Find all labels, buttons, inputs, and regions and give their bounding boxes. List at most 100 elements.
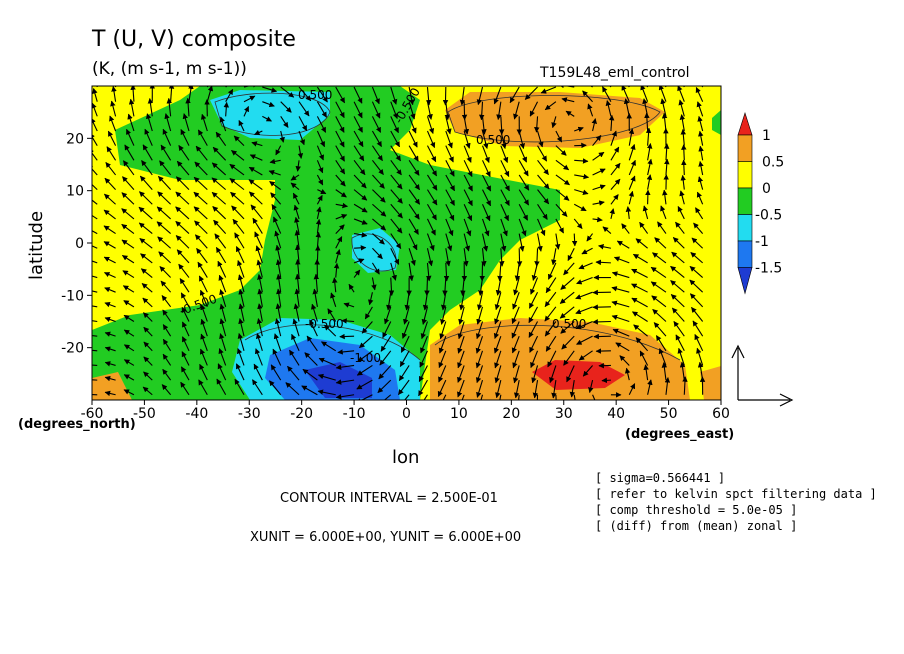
wind-vector: [175, 191, 190, 205]
wind-vector: [275, 244, 282, 264]
wind-vector: [293, 204, 300, 220]
wind-vector: [673, 321, 685, 337]
wind-vector: [408, 174, 420, 191]
wind-vector: [645, 127, 652, 146]
y-tick-label: 20: [66, 131, 84, 147]
wind-vector: [677, 347, 685, 366]
wind-vector: [197, 261, 208, 278]
wind-vector: [253, 363, 263, 381]
wind-vector: [175, 206, 190, 220]
wind-vector: [555, 145, 567, 156]
wind-vector: [679, 114, 686, 132]
wind-vector: [586, 233, 594, 242]
wind-vector: [652, 308, 667, 322]
wind-vector: [103, 272, 116, 279]
wind-vector: [238, 288, 245, 307]
wind-vector: [625, 206, 632, 219]
wind-vector: [188, 86, 194, 102]
wind-vector: [372, 203, 387, 217]
wind-vector: [664, 158, 670, 176]
wind-vector: [193, 191, 208, 205]
wind-vector: [463, 204, 473, 222]
wind-vector: [110, 100, 117, 117]
x-axis: -60 -50 -40 -30 -20 -10 0 10 20 30 40 50 60: [81, 400, 730, 422]
wind-vector: [92, 148, 98, 161]
wind-vector: [316, 145, 324, 161]
wind-vector: [537, 189, 550, 205]
wind-vector: [554, 233, 561, 250]
wind-vector: [143, 341, 153, 352]
wind-vector: [229, 163, 245, 176]
wind-vector: [123, 314, 135, 322]
wind-vector: [372, 189, 386, 203]
wind-vector: [399, 350, 410, 367]
wind-vector: [145, 113, 153, 132]
wind-vector: [364, 306, 373, 320]
wind-vector: [518, 160, 529, 177]
wind-vector: [426, 189, 438, 206]
wind-vector: [252, 217, 263, 234]
wind-vector: [540, 86, 557, 94]
wind-vector: [628, 128, 635, 146]
wind-vector: [168, 86, 175, 102]
wind-vector: [231, 150, 245, 161]
wind-vector: [537, 159, 549, 176]
reference-vector: [731, 344, 794, 407]
wind-vector: [438, 350, 447, 369]
wind-vector: [671, 251, 685, 264]
wind-vector: [92, 379, 98, 381]
wind-vector: [316, 86, 328, 103]
colorbar-top-triangle: [737, 112, 753, 136]
wind-vector: [697, 361, 704, 381]
wind-vector: [237, 274, 245, 293]
colorbar-label: -1.5: [755, 261, 782, 277]
wind-vector: [598, 244, 612, 250]
wind-vector: [662, 189, 668, 205]
wind-vector: [353, 269, 361, 278]
wind-vector: [390, 247, 400, 265]
wind-vector: [200, 333, 208, 351]
wind-vector: [418, 365, 428, 382]
wind-vector: [555, 218, 564, 234]
wind-vector: [103, 241, 116, 249]
wind-vector: [255, 348, 263, 366]
wind-vector: [238, 120, 245, 132]
wind-vector: [698, 160, 704, 176]
wind-vector: [537, 203, 548, 220]
wind-vector: [122, 160, 135, 176]
wind-vector: [611, 271, 630, 279]
wind-vector: [272, 348, 282, 366]
wind-vector: [225, 88, 234, 102]
wind-vector: [316, 206, 322, 220]
wind-vector: [193, 176, 208, 191]
wind-vector: [592, 168, 606, 176]
wind-vector: [353, 218, 368, 225]
x-unit-label: (degrees_east): [625, 427, 734, 442]
colorbar-swatch: [737, 187, 753, 215]
wind-vector: [254, 129, 263, 136]
wind-vector: [175, 176, 190, 191]
wind-vector: [555, 174, 570, 186]
wind-vector: [694, 334, 704, 352]
wind-vector: [121, 223, 135, 235]
wind-vector: [595, 259, 611, 266]
wind-vector: [496, 101, 502, 121]
wind-vector: [176, 249, 190, 264]
wind-vector: [122, 176, 135, 190]
wind-vector: [343, 302, 355, 308]
wind-vector: [339, 333, 355, 340]
note-line: [ (diff) from (mean) zonal ]: [595, 519, 797, 533]
wind-vector: [144, 128, 153, 146]
wind-vector: [426, 204, 437, 221]
wind-vector: [92, 334, 98, 337]
colorbar-label: 1: [762, 128, 771, 144]
wind-vector: [628, 383, 636, 396]
wind-vector: [677, 86, 685, 102]
wind-vector: [408, 262, 414, 282]
wind-vector: [509, 86, 520, 104]
x-tick-label: -50: [133, 406, 156, 422]
wind-vector: [390, 233, 402, 249]
wind-vector: [576, 277, 593, 285]
wind-vector: [582, 90, 593, 103]
wind-vector: [574, 126, 584, 132]
